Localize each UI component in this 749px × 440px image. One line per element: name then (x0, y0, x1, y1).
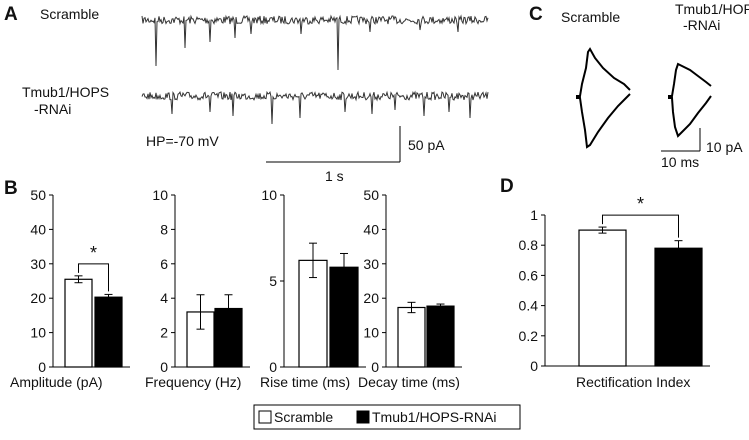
panel-c-label-rnai-line2: -RNAi (683, 17, 720, 33)
y-tick-label: 2 (160, 325, 168, 341)
bar-chart-2: 0 2 4 6 8 10 Frequency (Hz) (145, 187, 250, 390)
legend-swatch-rnai (356, 410, 370, 424)
scale-label-1s: 1 s (325, 168, 344, 184)
y-tick-label: 8 (160, 221, 168, 237)
trace-label-rnai-line2: -RNAi (34, 101, 71, 117)
panel-d-letter: D (500, 176, 514, 197)
significance-bracket (78, 263, 109, 292)
y-tick-label: 20 (363, 290, 379, 306)
y-tick-label: 30 (363, 256, 379, 272)
y-tick-label: 10 (363, 325, 379, 341)
bar-chart-4: 0 10 20 30 40 50 Decay time (ms) (358, 187, 462, 390)
panel-a-letter: A (4, 4, 18, 25)
bar-rnai (94, 296, 123, 368)
y-tick-label: 50 (30, 187, 46, 203)
significance-star: * (637, 194, 644, 214)
y-tick-label: 4 (160, 290, 168, 306)
bar-rnai (329, 266, 359, 368)
bar-scramble (397, 306, 426, 368)
holding-potential-label: HP=-70 mV (146, 133, 219, 149)
panel-a: A Scramble Tmub1/HOPS -RNAi HP=-70 mV 50… (4, 4, 489, 184)
significance-star: * (90, 243, 97, 263)
trace-rnai (141, 90, 489, 125)
y-tick-label: 30 (30, 256, 46, 272)
y-tick-label: 1 (530, 207, 538, 223)
y-tick-label: 40 (363, 221, 379, 237)
x-axis-label: Amplitude (pA) (10, 374, 103, 390)
y-tick-label: 10 (30, 325, 46, 341)
iv-trace-rnai (668, 62, 712, 138)
iv-trace-scramble-upper (576, 47, 631, 97)
panel-b-letter: B (4, 178, 18, 199)
panel-c-label-scramble: Scramble (561, 9, 620, 25)
x-axis-label: Rise time (ms) (260, 374, 350, 390)
recording-traces (141, 14, 489, 125)
y-tick-label: 0 (371, 359, 379, 375)
x-axis-label: Frequency (Hz) (145, 374, 241, 390)
bar-rnai (654, 247, 703, 367)
x-axis-label: Decay time (ms) (358, 374, 460, 390)
legend-label-scramble: Scramble (274, 409, 333, 425)
panel-c-letter: C (529, 4, 543, 25)
y-tick-label: 5 (269, 273, 277, 289)
y-tick-label: 50 (363, 187, 379, 203)
legend: Scramble Tmub1/HOPS-RNAi (253, 404, 521, 430)
legend-label-rnai: Tmub1/HOPS-RNAi (372, 409, 496, 425)
trace-scramble (141, 14, 489, 71)
bar-chart-5: 0 0.2 0.4 0.6 0.8 1 * Rectification Index (519, 194, 710, 390)
y-tick-label: 0 (530, 358, 538, 374)
legend-box (253, 404, 521, 430)
trace-label-rnai-line1: Tmub1/HOPS (22, 84, 109, 100)
y-tick-label: 10 (261, 187, 277, 203)
y-tick-label: 0.4 (519, 298, 539, 314)
y-tick-label: 0 (269, 359, 277, 375)
y-tick-label: 0 (38, 359, 46, 375)
significance-bracket (602, 214, 679, 238)
iv-trace-scramble-lower (576, 93, 631, 149)
bar-scramble (64, 278, 93, 368)
bar-scramble (578, 229, 627, 367)
y-tick-label: 6 (160, 256, 168, 272)
y-tick-label: 0.2 (519, 328, 539, 344)
bar-chart-3: 0 5 10 Rise time (ms) (260, 187, 366, 390)
y-tick-label: 0.8 (519, 237, 539, 253)
panel-c-scale-label-ms: 10 ms (661, 154, 699, 170)
iv-trace-rnai-lower (668, 95, 712, 138)
bar-chart-1: 0 10 20 30 40 50 * Amplitude (pA) (10, 187, 130, 390)
trace-label-scramble: Scramble (40, 6, 99, 22)
y-tick-label: 40 (30, 221, 46, 237)
x-axis-label: Rectification Index (576, 374, 690, 390)
iv-trace-rnai-upper (668, 62, 712, 97)
y-tick-label: 10 (152, 187, 168, 203)
y-tick-label: 20 (30, 290, 46, 306)
y-tick-label: 0 (160, 359, 168, 375)
panel-c-scale-label-pa: 10 pA (706, 139, 743, 155)
iv-trace-scramble (576, 47, 631, 149)
y-tick-label: 0.6 (519, 267, 539, 283)
legend-swatch-scramble (258, 410, 272, 424)
scale-label-50pa: 50 pA (408, 137, 445, 153)
panel-c-label-rnai-line1: Tmub1/HOPS (675, 1, 749, 17)
bar-rnai (426, 305, 455, 368)
panel-c: C Scramble Tmub1/HOPS -RNAi 10 pA 10 ms (529, 1, 749, 170)
